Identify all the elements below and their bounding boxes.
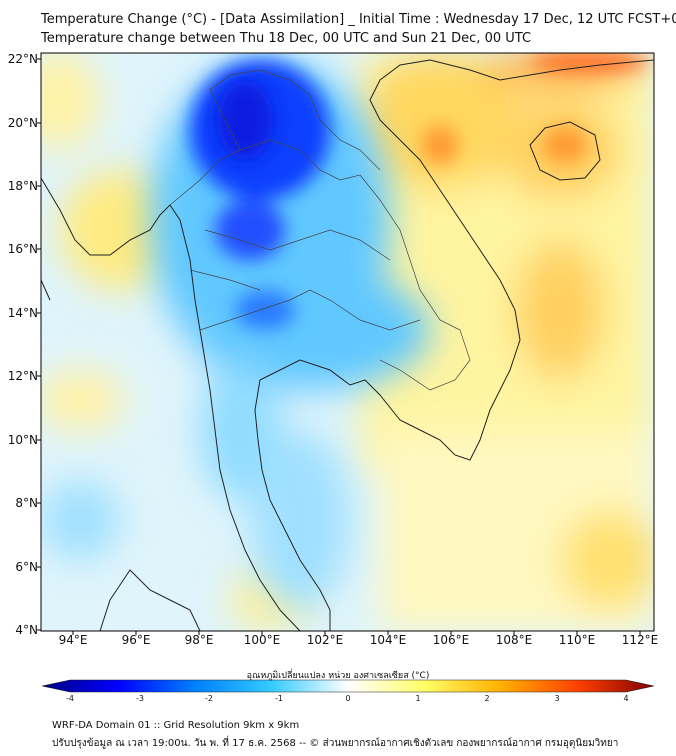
colorbar-tick: 0 bbox=[345, 694, 351, 703]
lon-label: 106°E bbox=[432, 633, 470, 647]
lon-label: 102°E bbox=[306, 633, 344, 647]
lat-label: 6°N bbox=[15, 560, 38, 574]
colorbar-gradient bbox=[41, 679, 655, 693]
update-credit: ปรับปรุงข้อมูล ณ เวลา 19:00น. วัน พ. ที่… bbox=[52, 738, 619, 749]
lon-label: 108°E bbox=[495, 633, 533, 647]
colorbar-tick: 2 bbox=[484, 694, 490, 703]
colorbar-tick: -2 bbox=[205, 694, 213, 703]
lat-label: 12°N bbox=[7, 369, 38, 383]
lon-label: 110°E bbox=[558, 633, 596, 647]
lat-label: 20°N bbox=[7, 116, 38, 130]
axis-ticks bbox=[37, 58, 641, 635]
colorbar bbox=[41, 679, 655, 693]
lat-label: 18°N bbox=[7, 179, 38, 193]
map-subtitle: Temperature change between Thu 18 Dec, 0… bbox=[41, 31, 532, 46]
lat-label: 10°N bbox=[7, 433, 38, 447]
lon-label: 94°E bbox=[58, 633, 88, 647]
lat-label: 22°N bbox=[7, 52, 38, 66]
model-info: WRF-DA Domain 01 :: Grid Resolution 9km … bbox=[52, 720, 300, 731]
colorbar-tick: -4 bbox=[66, 694, 74, 703]
lon-label: 100°E bbox=[243, 633, 281, 647]
map-frame bbox=[40, 52, 655, 632]
temperature-field bbox=[41, 53, 654, 631]
map-title: Temperature Change (°C) - [Data Assimila… bbox=[41, 12, 676, 27]
lon-label: 98°E bbox=[184, 633, 214, 647]
colorbar-tick: -1 bbox=[275, 694, 283, 703]
lon-label: 96°E bbox=[121, 633, 151, 647]
coastline bbox=[41, 59, 654, 631]
lat-label: 8°N bbox=[15, 496, 38, 510]
colorbar-tick: 4 bbox=[623, 694, 629, 703]
colorbar-title: อุณหภูมิเปลี่ยนแปลง หน่วย องศาเซลเซียส (… bbox=[246, 671, 430, 681]
lat-label: 16°N bbox=[7, 242, 38, 256]
lat-label: 14°N bbox=[7, 306, 38, 320]
colorbar-tick: 3 bbox=[554, 694, 560, 703]
colorbar-tick: -3 bbox=[136, 694, 144, 703]
lon-label: 104°E bbox=[369, 633, 407, 647]
lon-label: 112°E bbox=[621, 633, 659, 647]
lat-label: 4°N bbox=[15, 623, 38, 637]
country-borders bbox=[169, 69, 471, 391]
colorbar-tick: 1 bbox=[415, 694, 421, 703]
